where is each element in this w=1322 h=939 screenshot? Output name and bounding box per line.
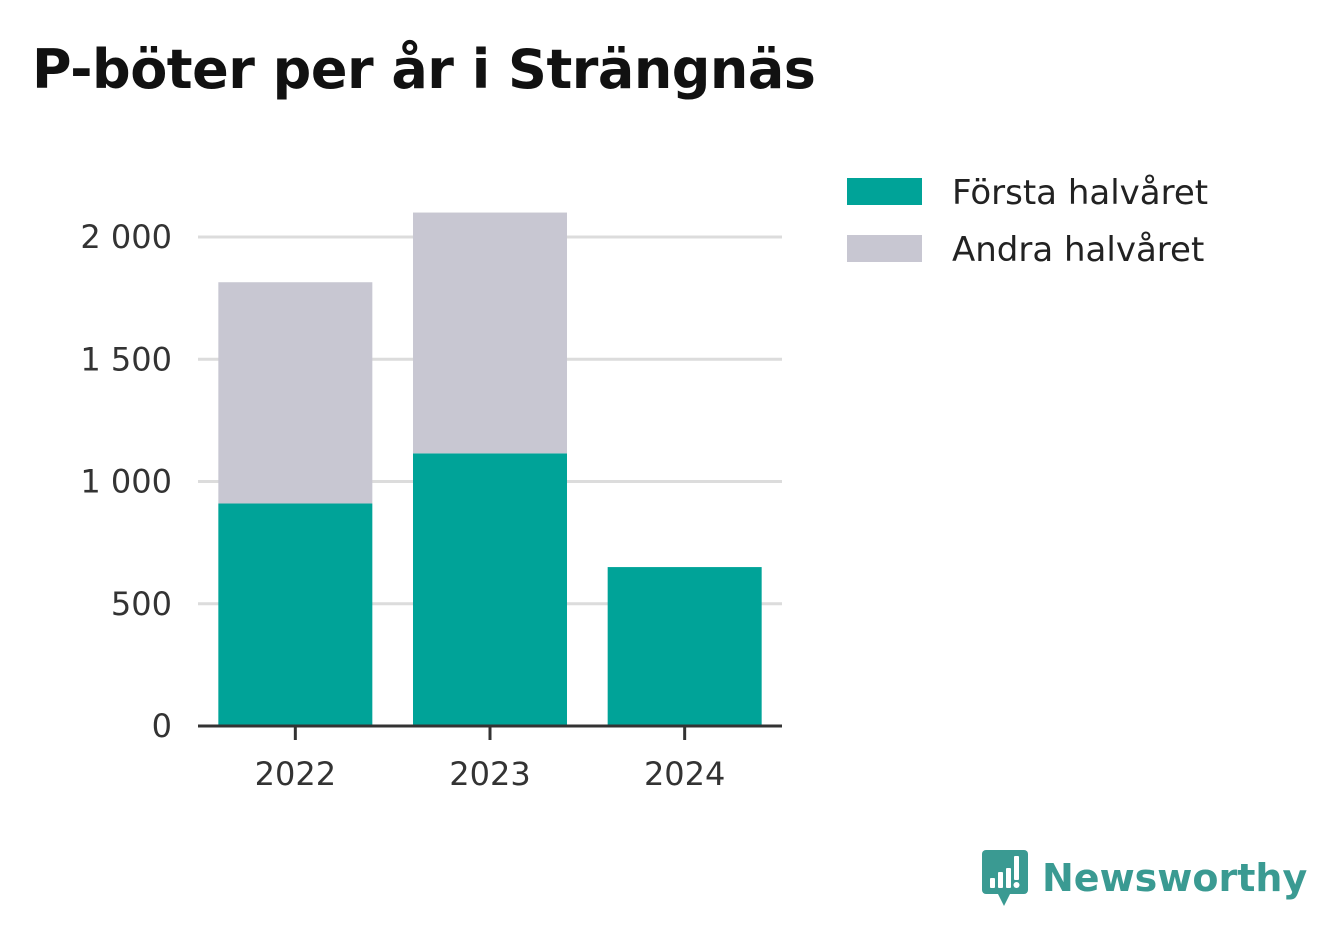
newsworthy-logo: Newsworthy	[980, 848, 1307, 908]
x-tick-label: 2024	[644, 755, 725, 793]
bar-2023-forsta-halvaret	[413, 453, 567, 726]
bar-2022-forsta-halvaret	[218, 503, 373, 726]
y-tick-label: 0	[152, 707, 172, 745]
newsworthy-logo-text: Newsworthy	[1042, 856, 1308, 900]
legend-swatch	[847, 235, 922, 262]
legend: Första halvåret Andra halvåret	[847, 173, 1208, 270]
bar-2022-andra-halvaret	[218, 282, 373, 504]
bar-2024-forsta-halvaret	[607, 567, 762, 726]
y-tick-label: 1 000	[80, 463, 172, 501]
bars	[218, 212, 762, 726]
newsworthy-logo-icon	[982, 850, 1028, 906]
y-tick-label: 2 000	[80, 218, 172, 256]
y-axis: 0 500 1 000 1 500 2 000	[80, 218, 172, 745]
y-tick-label: 500	[111, 585, 172, 623]
legend-swatch	[847, 178, 922, 205]
x-tick-label: 2023	[449, 755, 530, 793]
x-tick-label: 2022	[255, 755, 336, 793]
legend-label: Andra halvåret	[952, 230, 1204, 270]
bar-2023-andra-halvaret	[413, 212, 567, 454]
chart-title: P-böter per år i Strängnäs	[32, 38, 816, 101]
legend-label: Första halvåret	[952, 173, 1208, 213]
y-tick-label: 1 500	[80, 340, 172, 378]
x-axis: 2022 2023 2024	[198, 724, 782, 793]
